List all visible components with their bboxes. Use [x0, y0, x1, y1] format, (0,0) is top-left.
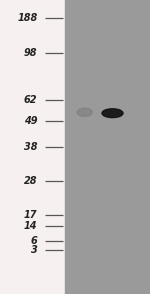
Text: 14: 14 — [24, 221, 38, 231]
Text: 98: 98 — [24, 48, 38, 58]
Bar — [0, 0, 64, 294]
Text: 49: 49 — [24, 116, 38, 126]
Bar — [64, 0, 150, 294]
Text: 6: 6 — [31, 236, 38, 246]
Text: 188: 188 — [17, 13, 38, 23]
Text: 28: 28 — [24, 176, 38, 186]
Ellipse shape — [102, 109, 123, 118]
Text: 3: 3 — [31, 245, 38, 255]
Ellipse shape — [77, 108, 92, 116]
Text: 17: 17 — [24, 210, 38, 220]
Text: 38: 38 — [24, 142, 38, 152]
Text: 62: 62 — [24, 95, 38, 105]
